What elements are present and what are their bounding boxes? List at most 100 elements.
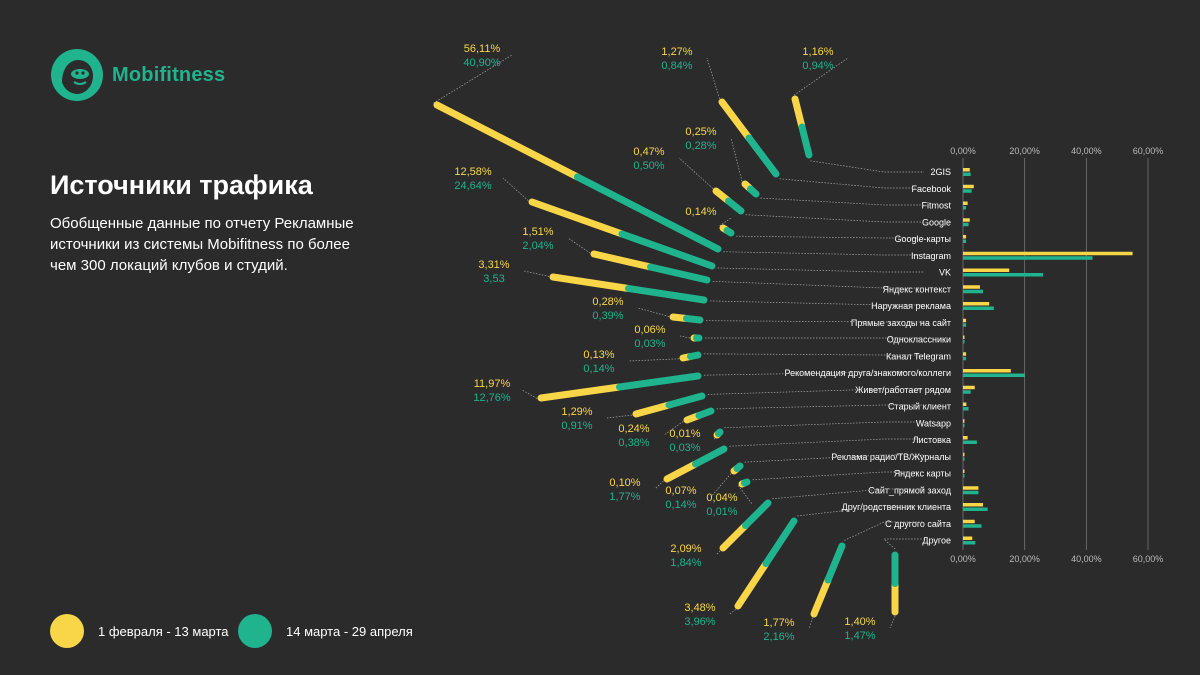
- radial-source-4: 0,14%: [685, 206, 924, 239]
- radial-source-18: 0,04% 0,01%: [706, 471, 924, 518]
- leader-line-end: [736, 235, 924, 239]
- category-label: Листовка: [913, 435, 951, 445]
- pct-label-period2: 0,94%: [802, 60, 833, 72]
- x-tick-label-bottom: 0,00%: [950, 554, 976, 564]
- category-label: С другого сайта: [885, 519, 951, 529]
- x-tick-label-top: 0,00%: [950, 146, 976, 156]
- capsule-period2: [745, 134, 780, 178]
- pct-label-period1: 0,28%: [592, 296, 623, 308]
- radial-source-1: 1,27% 0,84%: [661, 46, 924, 189]
- bar-period1: [963, 285, 980, 289]
- bar-period1: [963, 201, 968, 205]
- leader-line-start: [729, 609, 737, 615]
- leader-line-start: [715, 550, 721, 556]
- pct-label-period2: 1,77%: [609, 491, 640, 503]
- category-label: Прямые заходы на сайт: [851, 318, 951, 328]
- pct-label-period1: 0,47%: [633, 146, 664, 158]
- page-subtitle: Обобщенные данные по отчету Рекламные ис…: [50, 215, 354, 274]
- category-label: Google-карты: [894, 234, 951, 244]
- bar-period2: [963, 222, 969, 227]
- pct-label-period2: 0,28%: [685, 140, 716, 152]
- radial-source-9: 0,28% 0,39%: [592, 296, 924, 324]
- pct-label-period2: 24,64%: [454, 180, 492, 192]
- category-label: Watsapp: [916, 418, 951, 428]
- radial-source-20: 3,48% 3,96%: [684, 505, 924, 628]
- leader-line-end: [760, 197, 924, 206]
- leader-line-start: [523, 270, 550, 277]
- pct-label-period2: 0,14%: [665, 499, 696, 511]
- capsule-period1: [590, 250, 654, 271]
- radial-source-5: 56,11% 40,90%: [433, 43, 924, 256]
- leader-line-start: [521, 389, 538, 399]
- radial-source-6: 12,58% 24,64%: [454, 166, 924, 273]
- leader-line-start: [706, 57, 720, 99]
- capsule-period2: [665, 392, 706, 409]
- capsule-period2: [683, 315, 704, 324]
- radial-source-10: 0,06% 0,03%: [634, 324, 924, 350]
- pct-label-period1: 11,97%: [474, 378, 511, 390]
- bar-period2: [963, 323, 967, 327]
- bar-period2: [963, 340, 965, 344]
- leader-line-start: [710, 473, 732, 498]
- leader-line-end: [709, 300, 924, 306]
- category-label: Яндекс карты: [894, 469, 951, 479]
- bar-period2: [963, 541, 976, 545]
- x-tick-label-top: 40,00%: [1071, 146, 1102, 156]
- pct-label-period1: 1,51%: [522, 226, 553, 238]
- bar-period2: [963, 407, 969, 411]
- category-label: Наружная реклама: [871, 301, 951, 311]
- bar-period2: [963, 356, 967, 361]
- pct-label-period2: 0,14%: [583, 363, 614, 375]
- leader-line-end: [745, 214, 924, 223]
- capsule-period1: [791, 95, 806, 131]
- radial-source-14: 0,24% 0,38%: [618, 404, 924, 449]
- pct-label-period2: 2,04%: [522, 240, 553, 252]
- x-tick-label-bottom: 60,00%: [1133, 554, 1164, 564]
- pct-label-period2: 0,50%: [633, 160, 664, 172]
- bar-period1: [963, 486, 979, 490]
- category-label: VK: [939, 268, 951, 278]
- brand-name: Mobifitness: [112, 63, 226, 86]
- category-label: Живет/работает рядом: [855, 385, 951, 395]
- pct-label-period1: 12,58%: [454, 166, 492, 178]
- category-label: Facebook: [911, 184, 951, 194]
- legend-item-period1: 1 февраля - 13 марта: [50, 614, 229, 648]
- capsule-period1: [719, 522, 749, 552]
- page-title: Источники трафика: [50, 170, 313, 200]
- leader-line-end: [703, 353, 924, 356]
- x-tick-label-top: 60,00%: [1133, 146, 1164, 156]
- pct-label-period1: 0,07%: [665, 485, 696, 497]
- leader-line-end: [883, 538, 924, 550]
- pct-label-period2: 0,39%: [592, 310, 623, 322]
- pct-label-period2: 12,76%: [473, 392, 511, 404]
- bar-period2: [963, 306, 994, 310]
- leader-line-end: [729, 438, 924, 447]
- leader-line-start: [713, 437, 716, 441]
- x-tick-label-bottom: 40,00%: [1071, 554, 1102, 564]
- radial-source-7: 1,51% 2,04%: [522, 226, 924, 289]
- leader-line-start: [793, 57, 849, 96]
- pct-label-period2: 0,84%: [661, 60, 692, 72]
- legend-item-period2: 14 марта - 29 апреля: [238, 614, 413, 648]
- capsule-period1: [433, 101, 581, 181]
- capsule-period2: [741, 478, 751, 487]
- radial-source-3: 0,47% 0,50%: [633, 146, 924, 223]
- category-label: Яндекс контекст: [883, 284, 951, 294]
- category-label: Google: [922, 217, 951, 227]
- bar-period1: [963, 168, 970, 172]
- bar-period2: [963, 507, 988, 511]
- pct-label-period1: 1,40%: [844, 616, 875, 628]
- capsule-period1: [810, 576, 832, 618]
- leader-line-start: [567, 237, 591, 254]
- category-label: Instagram: [911, 251, 951, 261]
- category-label: Реклама радио/ТВ/Журналы: [831, 452, 951, 462]
- bar-period2: [963, 239, 967, 243]
- leader-line-end: [703, 371, 924, 376]
- bar-period2: [963, 524, 982, 528]
- leader-line-end: [712, 280, 924, 289]
- leader-line-end: [779, 178, 924, 189]
- capsule-period2: [762, 517, 798, 567]
- bar-period1: [963, 469, 965, 473]
- capsule-period2: [725, 197, 745, 215]
- pct-label-period1: 0,14%: [685, 206, 716, 218]
